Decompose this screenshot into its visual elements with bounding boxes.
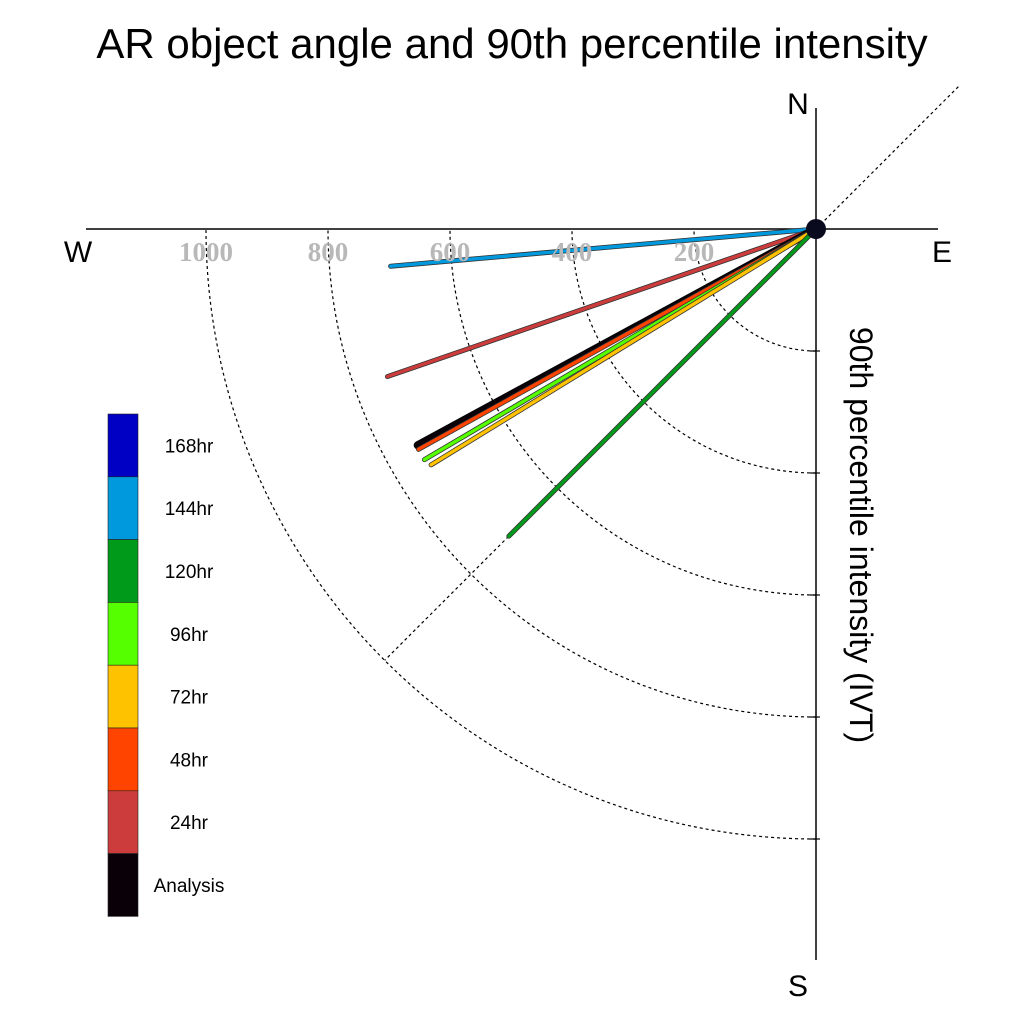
- chart-title: AR object angle and 90th percentile inte…: [96, 20, 927, 67]
- vector-line-72hr: [429, 227, 818, 467]
- legend-label-72hr: 72hr: [170, 688, 209, 709]
- ring-label-800: 800: [308, 237, 349, 267]
- legend-label-48hr: 48hr: [170, 750, 209, 771]
- legend-swatch-168hr: [107, 413, 139, 478]
- vector-line-24hr: [385, 227, 818, 379]
- legend-swatch-144hr: [107, 476, 139, 540]
- intensity-axis-title: 90th percentile intensity (IVT): [843, 327, 879, 743]
- vector-line-144hr: [388, 227, 818, 268]
- intensity-rings: [205, 86, 959, 840]
- compass-south-label: S: [788, 970, 808, 1003]
- legend-swatch-120hr: [107, 539, 139, 603]
- legend-swatch-24hr: [107, 790, 139, 854]
- legend-label-96hr: 96hr: [170, 625, 209, 646]
- legend-swatch-48hr: [107, 727, 139, 792]
- compass-north-label: N: [787, 88, 809, 121]
- ring-label-1000: 1000: [179, 237, 233, 267]
- legend-swatch-72hr: [107, 664, 139, 729]
- vector-24hr: [384, 226, 819, 380]
- intensity-ring-200: [693, 228, 817, 352]
- legend-label-144hr: 144hr: [165, 499, 214, 520]
- legend: 168hr 144hr 120hr 96hr 72hr 48hr 24hr Analysis: [107, 413, 225, 917]
- legend-label-120hr: 120hr: [165, 562, 214, 583]
- intensity-ring-600: [449, 228, 817, 596]
- ring-label-600: 600: [430, 237, 471, 267]
- intensity-ring-400: [571, 228, 817, 474]
- vector-72hr: [428, 226, 819, 468]
- ring-label-400: 400: [552, 237, 593, 267]
- legend-swatch-96hr: [107, 602, 139, 666]
- ring-label-200: 200: [674, 237, 715, 267]
- vector-144hr: [388, 226, 819, 269]
- series-vectors: [384, 219, 826, 539]
- legend-label-24hr: 24hr: [170, 813, 209, 834]
- ring-labels: 200 400 600 800 1000: [179, 237, 714, 267]
- intensity-ring-800: [327, 228, 817, 718]
- vector-120hr: [506, 226, 819, 539]
- legend-label-168hr: 168hr: [165, 436, 214, 457]
- vector-line-120hr: [507, 227, 818, 538]
- compass-west-label: W: [64, 236, 93, 269]
- legend-swatch-analysis: [107, 853, 139, 917]
- origin-marker: [806, 219, 826, 239]
- legend-label-analysis: Analysis: [154, 876, 225, 897]
- compass-east-label: E: [932, 236, 952, 269]
- intensity-ring-1000: [205, 228, 817, 840]
